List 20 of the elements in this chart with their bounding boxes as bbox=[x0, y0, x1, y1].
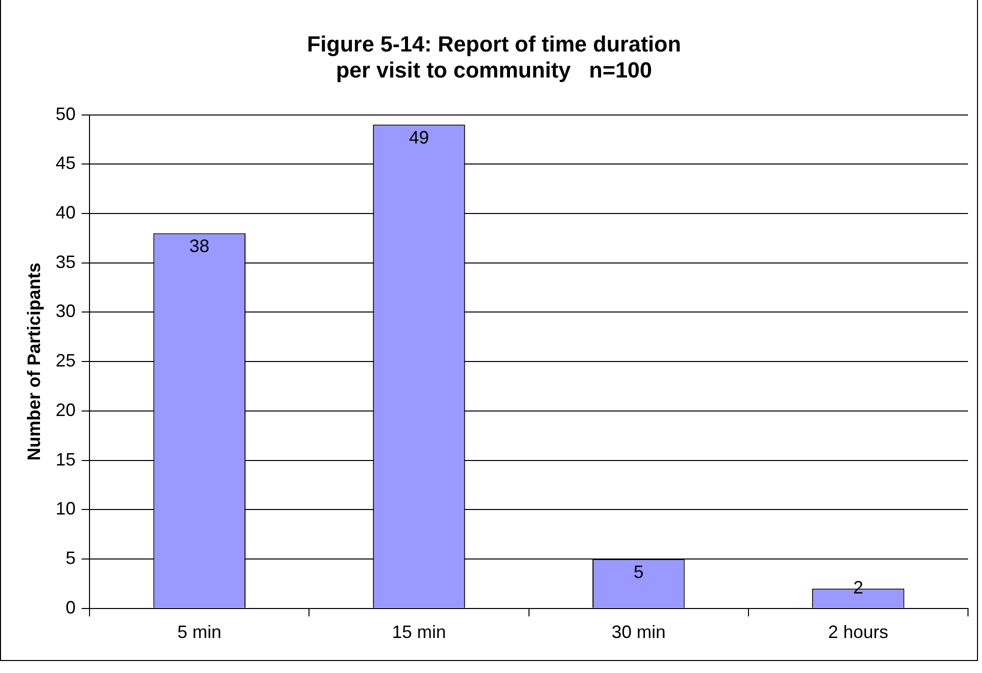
y-tick-label: 20 bbox=[56, 400, 76, 420]
data-label: 38 bbox=[189, 236, 210, 256]
y-tick-label: 45 bbox=[56, 153, 76, 174]
y-tick-label: 10 bbox=[56, 498, 76, 519]
chart-title: Figure 5-14: Report of time duration per visit to community n=100 bbox=[306, 31, 682, 83]
x-tick-label: 15 min bbox=[392, 622, 446, 642]
x-tick-label: 2 hours bbox=[828, 622, 888, 642]
y-tick-label: 5 bbox=[66, 548, 76, 568]
y-tick-label: 25 bbox=[56, 350, 76, 371]
data-label: 5 bbox=[634, 562, 644, 582]
y-tick-label: 0 bbox=[66, 597, 76, 618]
y-axis-title: Number of Participants bbox=[24, 262, 44, 461]
data-label: 49 bbox=[409, 128, 430, 148]
y-tick-label: 40 bbox=[56, 202, 76, 222]
y-tick-label: 35 bbox=[56, 252, 76, 272]
y-tick-label: 30 bbox=[56, 301, 76, 322]
x-tick-label: 30 min bbox=[612, 622, 666, 642]
y-tick-label: 50 bbox=[56, 104, 76, 124]
x-tick-label: 5 min bbox=[177, 622, 222, 642]
y-tick-label: 15 bbox=[56, 449, 76, 470]
